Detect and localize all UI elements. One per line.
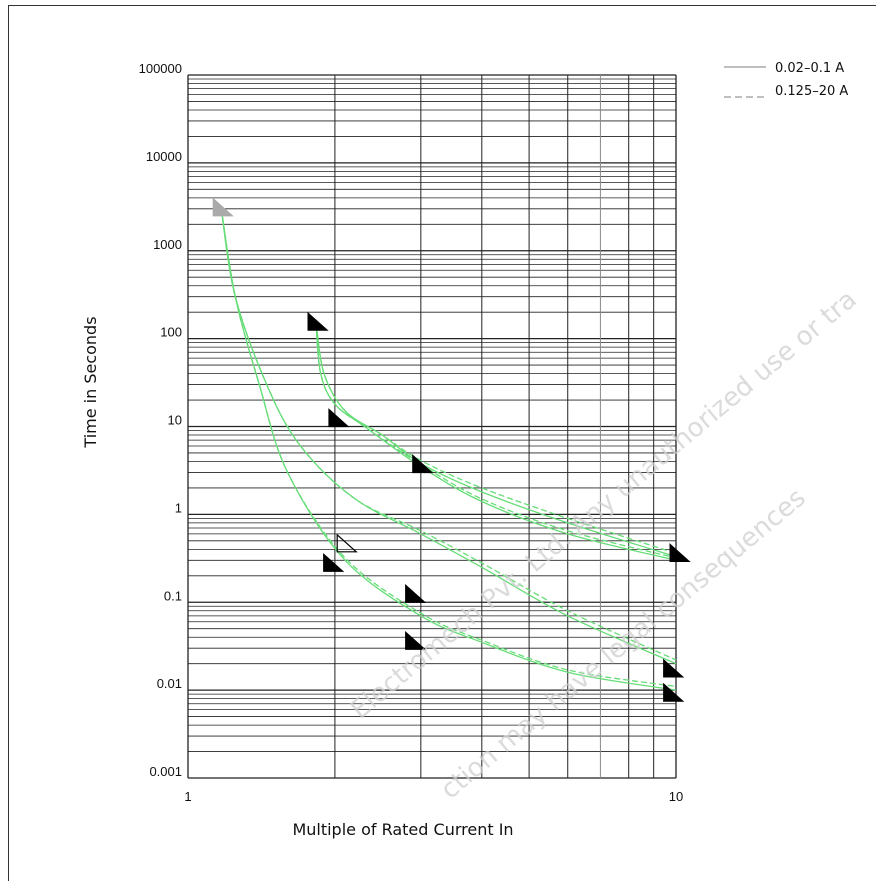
curve-left-lower-dashed [220,208,677,688]
y-tick-labels: 0.001 0.01 0.1 1 10 100 1000 10000 100000 [139,61,182,779]
curve-marker [307,311,329,331]
legend-entry-dashed: 0.125–20 A [775,84,848,99]
curve-marker [212,197,234,217]
watermark: Electromech Pvt. Ltd. Any unauthorized u… [345,284,862,805]
curve-marker [663,682,685,702]
markers [212,197,691,702]
watermark-line-2: ction may have legal consequences [435,483,811,806]
curve-marker [669,543,691,563]
curve-right-upper-dashed [315,323,677,555]
y-axis-label: Time in Seconds [81,316,100,448]
y-tick-label: 0.01 [157,676,182,691]
curve-marker [663,658,685,678]
y-tick-label: 100000 [139,61,182,76]
legend: 0.02–0.1 A 0.125–20 A [724,61,848,99]
x-tick-labels: 1 10 [184,789,683,804]
y-tick-label: 100 [160,325,182,340]
y-tick-label: 0.001 [149,764,182,779]
curve-right-lower-dashed [315,323,677,559]
y-tick-label: 0.1 [164,588,182,603]
curve-marker [323,552,345,572]
curve-marker [412,454,434,474]
x-tick-label: 10 [669,789,683,804]
curve-right-lower-solid [315,323,677,561]
curve-marker [328,408,350,428]
y-tick-label: 10 [168,413,182,428]
legend-entry-solid: 0.02–0.1 A [775,61,844,76]
curves [220,208,677,691]
curve-marker [336,533,358,553]
x-axis-label: Multiple of Rated Current In [292,820,513,839]
y-tick-label: 1000 [153,237,182,252]
curve-marker [405,630,427,650]
chart-frame [8,5,876,881]
y-tick-label: 10000 [146,149,182,164]
y-tick-label: 1 [175,500,182,515]
x-tick-label: 1 [184,789,191,804]
grid [187,74,677,779]
curve-marker [405,583,427,603]
curve-left-upper-dashed [220,208,677,661]
